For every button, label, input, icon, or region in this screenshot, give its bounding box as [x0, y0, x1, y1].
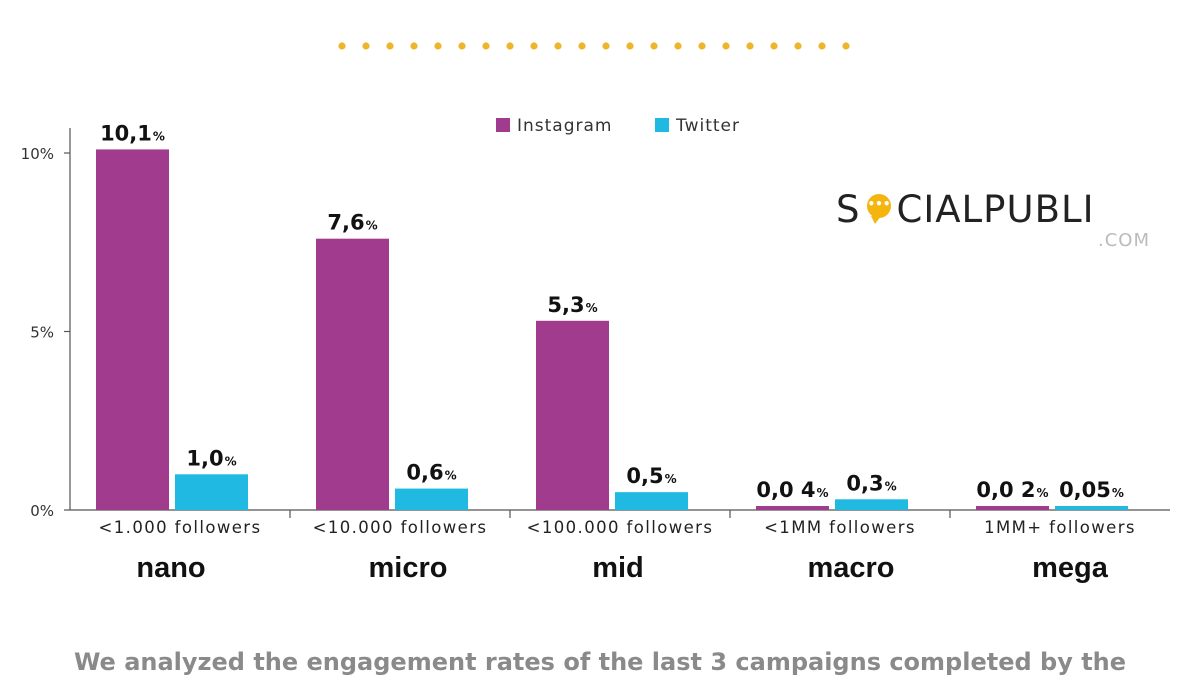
y-tick-label: 10% — [21, 145, 54, 163]
x-tick-label: <1.000 followers — [99, 518, 262, 537]
x-tick-label: <1MM followers — [764, 518, 916, 537]
decorative-dot — [674, 42, 682, 50]
speech-bubble-icon: ••• — [867, 194, 891, 224]
data-label: 0,0 2% — [976, 478, 1048, 502]
decorative-dot — [578, 42, 586, 50]
decorative-dot — [746, 42, 754, 50]
legend-item-twitter-label: Twitter — [675, 116, 740, 136]
decorative-dot — [434, 42, 442, 50]
bar-twitter — [1055, 506, 1128, 510]
decorative-dot — [506, 42, 514, 50]
data-label: 7,6% — [327, 211, 377, 235]
bar-instagram — [536, 320, 609, 510]
data-label: 0,5% — [626, 464, 676, 488]
logo-suffix: .COM — [1098, 230, 1150, 251]
tier-label-mid: mid — [592, 552, 644, 584]
data-label: 10,1% — [100, 121, 165, 145]
legend-item-instagram-swatch — [496, 118, 510, 132]
tier-label-micro: micro — [368, 552, 448, 584]
decorative-dots — [338, 42, 850, 50]
bar-instagram — [756, 506, 829, 510]
y-tick-label: 5% — [30, 324, 54, 342]
decorative-dot — [794, 42, 802, 50]
data-label: 0,3% — [846, 471, 896, 495]
logo-text-start: S — [836, 188, 861, 231]
decorative-dot — [458, 42, 466, 50]
x-tick-label: <100.000 followers — [527, 518, 714, 537]
decorative-dot — [386, 42, 394, 50]
bar-twitter — [615, 492, 688, 510]
tier-label-nano: nano — [136, 552, 206, 584]
decorative-dot — [338, 42, 346, 50]
legend-item-instagram-label: Instagram — [517, 116, 613, 136]
decorative-dot — [554, 42, 562, 50]
decorative-dot — [818, 42, 826, 50]
bar-instagram — [976, 506, 1049, 510]
decorative-dot — [650, 42, 658, 50]
decorative-dot — [410, 42, 418, 50]
decorative-dot — [482, 42, 490, 50]
data-label: 0,05% — [1059, 478, 1124, 502]
decorative-dot — [602, 42, 610, 50]
decorative-dot — [626, 42, 634, 50]
y-tick-label: 0% — [30, 502, 54, 520]
bar-instagram — [96, 149, 169, 510]
socialpubli-logo: S CIALPUBLI ••• .COM — [836, 188, 1156, 258]
tier-label-mega: mega — [1032, 552, 1108, 584]
tier-label-macro: macro — [807, 552, 895, 584]
bar-twitter — [395, 488, 468, 510]
legend-item-twitter-swatch — [655, 118, 669, 132]
decorative-dot — [842, 42, 850, 50]
data-label: 0,0 4% — [756, 478, 828, 502]
bar-twitter — [175, 474, 248, 510]
bar-instagram — [316, 238, 389, 510]
decorative-dot — [770, 42, 778, 50]
x-tick-label: <10.000 followers — [313, 518, 488, 537]
data-label: 5,3% — [547, 293, 597, 317]
decorative-dot — [698, 42, 706, 50]
data-label: 1,0% — [186, 446, 236, 470]
bar-twitter — [835, 499, 908, 510]
data-label: 0,6% — [406, 461, 456, 485]
caption-text: We analyzed the engagement rates of the … — [73, 648, 1127, 676]
decorative-dot — [722, 42, 730, 50]
decorative-dot — [362, 42, 370, 50]
x-tick-label: 1MM+ followers — [984, 518, 1136, 537]
decorative-dot — [530, 42, 538, 50]
logo-text-end: CIALPUBLI — [896, 188, 1095, 231]
